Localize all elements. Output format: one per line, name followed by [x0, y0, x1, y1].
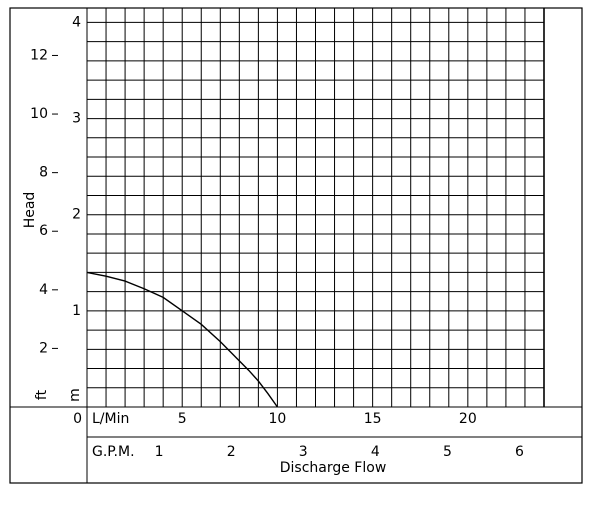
x-tick-label: 20 — [459, 411, 477, 427]
x-tick-label: 0 — [73, 411, 82, 427]
y-axis-label: Head — [22, 192, 38, 229]
x2-tick-label: 2 — [227, 444, 236, 460]
x2-tick-label: 6 — [515, 444, 524, 460]
y-tick-label: 3 — [72, 111, 81, 127]
y2-tick-label: 8 — [39, 165, 48, 181]
x-axis-label: Discharge Flow — [280, 460, 387, 476]
y2-tick-label: 2 — [39, 340, 48, 356]
x-tick-label: 5 — [178, 411, 187, 427]
y-tick-label: 4 — [72, 14, 81, 30]
x-tick-label: 15 — [364, 411, 382, 427]
y2-tick-label: 10 — [30, 106, 48, 122]
y2-tick-label: 4 — [39, 282, 48, 298]
x2-tick-label: 3 — [299, 444, 308, 460]
x2-tick-label: 1 — [155, 444, 164, 460]
curve — [86, 271, 278, 408]
x2-tick-label: 4 — [371, 444, 380, 460]
y2-tick-label: 12 — [30, 47, 48, 63]
x2-unit: G.P.M. — [92, 444, 135, 460]
y-tick-label: 2 — [72, 207, 81, 223]
y2-tick-label: 6 — [39, 223, 48, 239]
y-tick-label: 1 — [72, 303, 81, 319]
y-unit: m — [67, 388, 83, 402]
x-unit: L/Min — [92, 411, 129, 427]
x-tick-label: 10 — [269, 411, 287, 427]
x2-tick-label: 5 — [443, 444, 452, 460]
y2-unit: ft — [34, 389, 50, 400]
